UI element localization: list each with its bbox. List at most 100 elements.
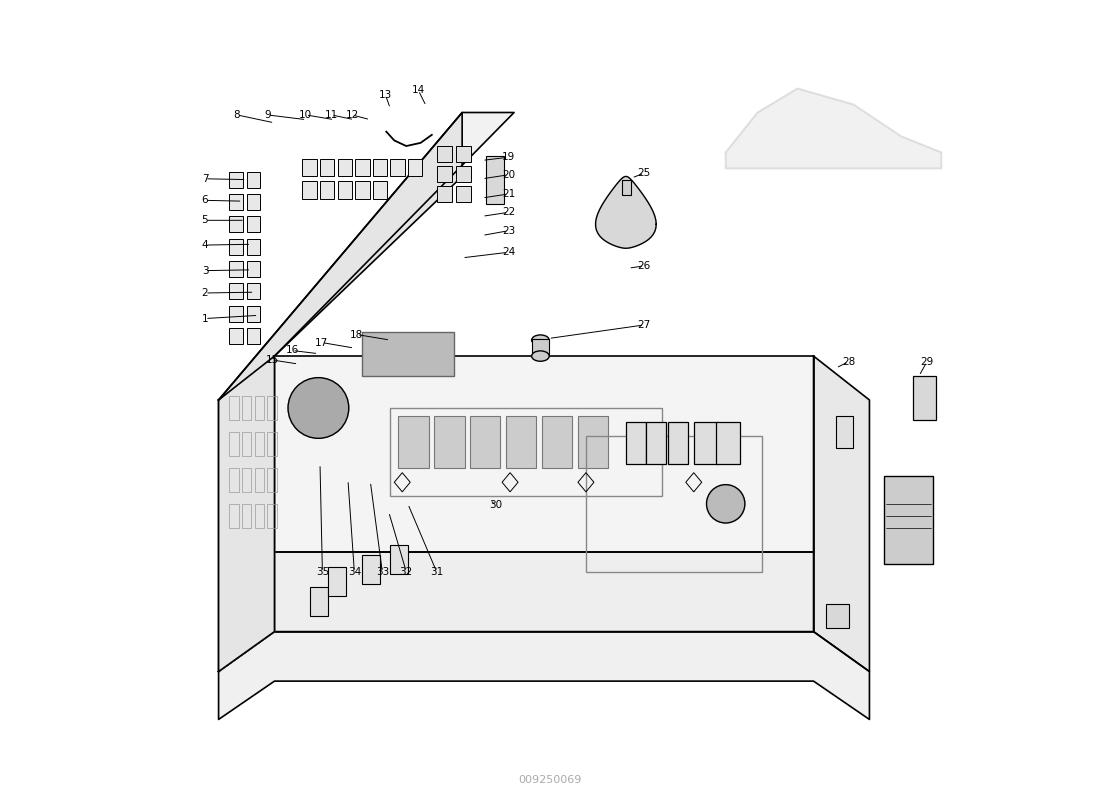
Bar	[242, 468, 251, 492]
Text: 009250069: 009250069	[518, 775, 582, 785]
Bar	[542, 416, 572, 468]
Polygon shape	[275, 552, 814, 631]
Bar	[302, 181, 317, 198]
Bar	[229, 171, 242, 187]
Bar	[229, 216, 242, 232]
Circle shape	[706, 485, 745, 523]
Bar	[531, 338, 549, 356]
Bar	[506, 416, 537, 468]
Bar	[716, 422, 740, 464]
Text: 1: 1	[201, 314, 208, 323]
Text: 33: 33	[376, 566, 389, 577]
Bar	[320, 159, 334, 176]
Bar	[355, 181, 370, 198]
Text: eurospares: eurospares	[252, 418, 481, 510]
Bar	[338, 159, 352, 176]
Bar	[390, 546, 408, 574]
Bar	[246, 283, 260, 299]
Bar	[254, 504, 264, 528]
Bar	[390, 408, 662, 496]
Bar	[455, 186, 471, 202]
Bar	[302, 159, 317, 176]
Polygon shape	[219, 356, 275, 671]
Text: 35: 35	[316, 566, 329, 577]
Bar	[373, 159, 387, 176]
Polygon shape	[275, 356, 814, 552]
Bar	[229, 238, 242, 254]
Text: 3: 3	[201, 266, 208, 276]
Polygon shape	[814, 356, 869, 671]
Text: 31: 31	[430, 566, 443, 577]
Text: 9: 9	[264, 110, 271, 120]
Bar	[229, 432, 239, 456]
Polygon shape	[219, 113, 462, 671]
Bar	[242, 504, 251, 528]
Bar	[390, 159, 405, 176]
Text: 20: 20	[502, 170, 515, 180]
Bar	[246, 171, 260, 187]
Text: 22: 22	[502, 207, 515, 218]
Bar	[373, 181, 387, 198]
Text: 27: 27	[638, 320, 651, 330]
Ellipse shape	[531, 335, 549, 346]
Bar	[486, 157, 504, 204]
Bar	[470, 416, 500, 468]
Bar	[267, 432, 277, 456]
Bar	[267, 468, 277, 492]
Text: 11: 11	[324, 110, 338, 120]
Bar	[229, 283, 242, 299]
Bar	[338, 181, 352, 198]
Bar	[355, 159, 370, 176]
Text: 34: 34	[348, 566, 361, 577]
Bar	[320, 181, 334, 198]
Bar	[913, 376, 936, 420]
Text: 2: 2	[201, 288, 208, 298]
Text: 15: 15	[266, 355, 279, 365]
Bar	[246, 328, 260, 344]
Bar	[246, 261, 260, 277]
Bar	[246, 216, 260, 232]
Bar	[437, 186, 452, 202]
Text: 16: 16	[285, 346, 299, 355]
Bar	[437, 166, 452, 182]
Text: 23: 23	[502, 226, 515, 236]
Polygon shape	[595, 177, 657, 248]
Bar	[229, 261, 242, 277]
Bar	[836, 416, 854, 448]
Bar	[267, 396, 277, 420]
Text: 26: 26	[638, 261, 651, 271]
Bar	[242, 432, 251, 456]
Bar	[229, 396, 239, 420]
Text: 8: 8	[233, 110, 240, 120]
Bar	[434, 416, 464, 468]
Text: 10: 10	[299, 110, 312, 120]
Bar	[586, 436, 761, 572]
Circle shape	[288, 378, 349, 438]
Text: 25: 25	[638, 168, 651, 178]
Bar	[362, 332, 454, 376]
Bar	[254, 468, 264, 492]
Bar	[254, 432, 264, 456]
Bar	[328, 567, 345, 596]
Text: 28: 28	[843, 357, 856, 366]
Text: 4: 4	[201, 240, 208, 250]
Ellipse shape	[531, 351, 549, 362]
Bar	[310, 587, 328, 616]
Bar	[398, 416, 429, 468]
Text: 17: 17	[315, 338, 328, 347]
Bar	[229, 306, 242, 322]
Text: 32: 32	[399, 566, 412, 577]
Text: 14: 14	[411, 85, 425, 95]
Bar	[246, 306, 260, 322]
Bar	[267, 504, 277, 528]
Text: 21: 21	[502, 189, 515, 199]
Bar	[229, 468, 239, 492]
Bar	[362, 555, 380, 584]
Text: 24: 24	[502, 247, 515, 258]
Bar	[254, 396, 264, 420]
Bar	[455, 146, 471, 162]
Text: 6: 6	[201, 195, 208, 206]
Text: 30: 30	[490, 501, 503, 510]
Bar	[825, 604, 849, 628]
Bar	[626, 422, 646, 464]
